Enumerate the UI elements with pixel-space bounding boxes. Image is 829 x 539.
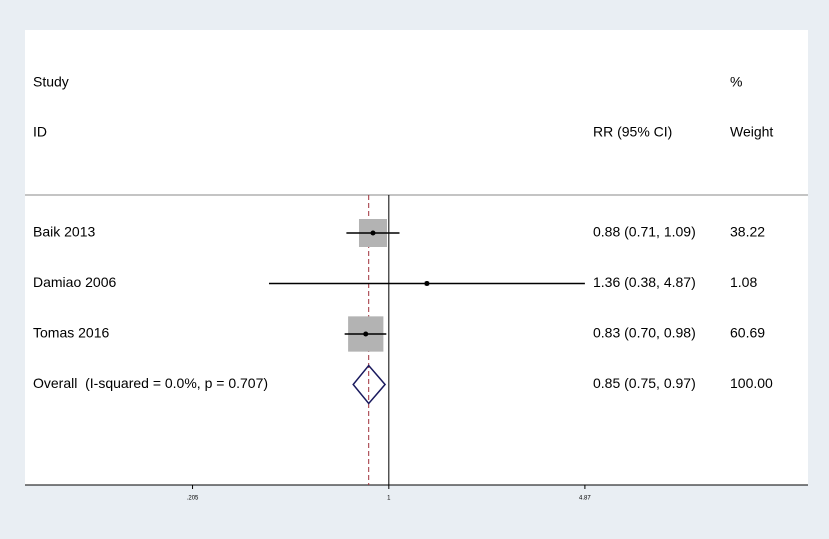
header-weight: Weight — [730, 124, 773, 140]
weight-label: 60.69 — [730, 325, 765, 341]
ci-label: 0.88 (0.71, 1.09) — [593, 224, 696, 240]
weight-label: 1.08 — [730, 274, 757, 290]
x-tick-label: .205 — [187, 496, 199, 502]
overall-weight-label: 100.00 — [730, 375, 773, 391]
point-estimate — [424, 281, 430, 286]
plot-area — [25, 30, 808, 485]
point-estimate — [363, 331, 369, 337]
header-study: Study — [33, 74, 69, 90]
study-name: Damiao 2006 — [33, 274, 116, 290]
x-tick-label: 4.87 — [579, 496, 591, 502]
study-name: Tomas 2016 — [33, 325, 109, 341]
overall-diamond — [352, 364, 387, 405]
ci-label: 1.36 (0.38, 4.87) — [593, 274, 696, 290]
study-name: Baik 2013 — [33, 224, 95, 240]
overall-ci-label: 0.85 (0.75, 0.97) — [593, 375, 696, 391]
ci-label: 0.83 (0.70, 0.98) — [593, 325, 696, 341]
point-estimate — [370, 230, 376, 236]
header-id: ID — [33, 124, 47, 140]
header-percent: % — [730, 74, 742, 90]
overall-name: Overall (I-squared = 0.0%, p = 0.707) — [33, 375, 268, 391]
header-effect: RR (95% CI) — [593, 124, 672, 140]
x-tick-label: 1 — [387, 496, 391, 502]
weight-label: 38.22 — [730, 224, 765, 240]
